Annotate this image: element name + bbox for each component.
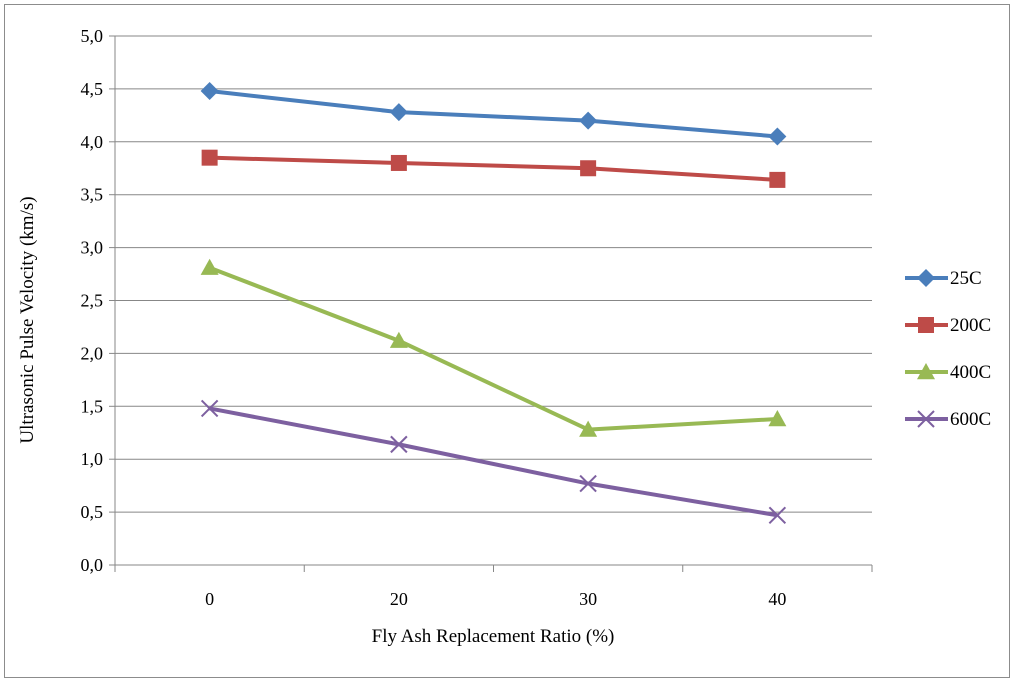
x-tick-label: 20 [390, 589, 408, 609]
series-400C [200, 258, 787, 437]
axes: 0,0 0,5 1,0 1,5 2,0 2,5 3,0 3,5 4,0 4,5 5,0 0 20 30 40 [81, 26, 873, 609]
y-tick-label: 5,0 [81, 26, 104, 46]
legend-marker [917, 269, 935, 287]
data-point [390, 154, 407, 171]
data-point [579, 420, 598, 437]
series-600C [200, 399, 787, 524]
y-tick-label: 3,5 [81, 185, 104, 205]
data-point [768, 127, 787, 146]
series-line [209, 89, 778, 139]
legend-marker [917, 410, 935, 428]
legend: 25C 200C 400C 600C [905, 268, 991, 430]
series-200C [201, 149, 786, 188]
y-tick-label: 4,5 [81, 79, 104, 99]
legend-marker [918, 317, 934, 333]
data-point [389, 103, 408, 122]
y-tick-label: 4,0 [81, 132, 104, 152]
y-tick-label: 2,0 [81, 343, 104, 363]
series-layer [200, 82, 787, 524]
series-line [208, 265, 778, 432]
data-point [389, 331, 408, 348]
series-line [209, 406, 778, 518]
legend-item-200C: 200C [905, 315, 991, 336]
y-tick-label: 0,0 [81, 555, 104, 575]
y-axis-title: Ultrasonic Pulse Velocity (km/s) [17, 196, 38, 443]
legend-item-600C: 600C [905, 409, 991, 430]
x-tick-label: 30 [579, 589, 597, 609]
data-point [769, 171, 786, 188]
data-point [200, 82, 219, 101]
data-point [580, 160, 597, 177]
y-tick-label: 3,0 [81, 238, 104, 258]
legend-label: 200C [950, 315, 991, 336]
data-point [200, 399, 219, 418]
y-tick-label: 2,5 [81, 291, 104, 311]
series-line [209, 155, 778, 182]
legend-label: 400C [950, 362, 991, 383]
legend-item-400C: 400C [905, 362, 991, 383]
x-tick-label: 0 [205, 589, 214, 609]
data-point [768, 506, 787, 524]
legend-item-25C: 25C [905, 268, 982, 289]
legend-label: 25C [950, 268, 982, 289]
legend-label: 600C [950, 409, 991, 430]
data-point [579, 111, 598, 130]
series-25C [200, 82, 787, 146]
data-point [579, 474, 597, 493]
data-point [200, 258, 219, 275]
gridlines [115, 35, 872, 513]
data-point [390, 435, 408, 454]
x-axis-title: Fly Ash Replacement Ratio (%) [372, 626, 615, 647]
data-point [201, 149, 218, 166]
x-tick-label: 40 [768, 589, 786, 609]
y-tick-label: 0,5 [81, 502, 104, 522]
y-tick-label: 1,0 [81, 449, 104, 469]
legend-marker [917, 363, 935, 380]
y-tick-label: 1,5 [81, 396, 104, 416]
data-point [768, 409, 787, 427]
